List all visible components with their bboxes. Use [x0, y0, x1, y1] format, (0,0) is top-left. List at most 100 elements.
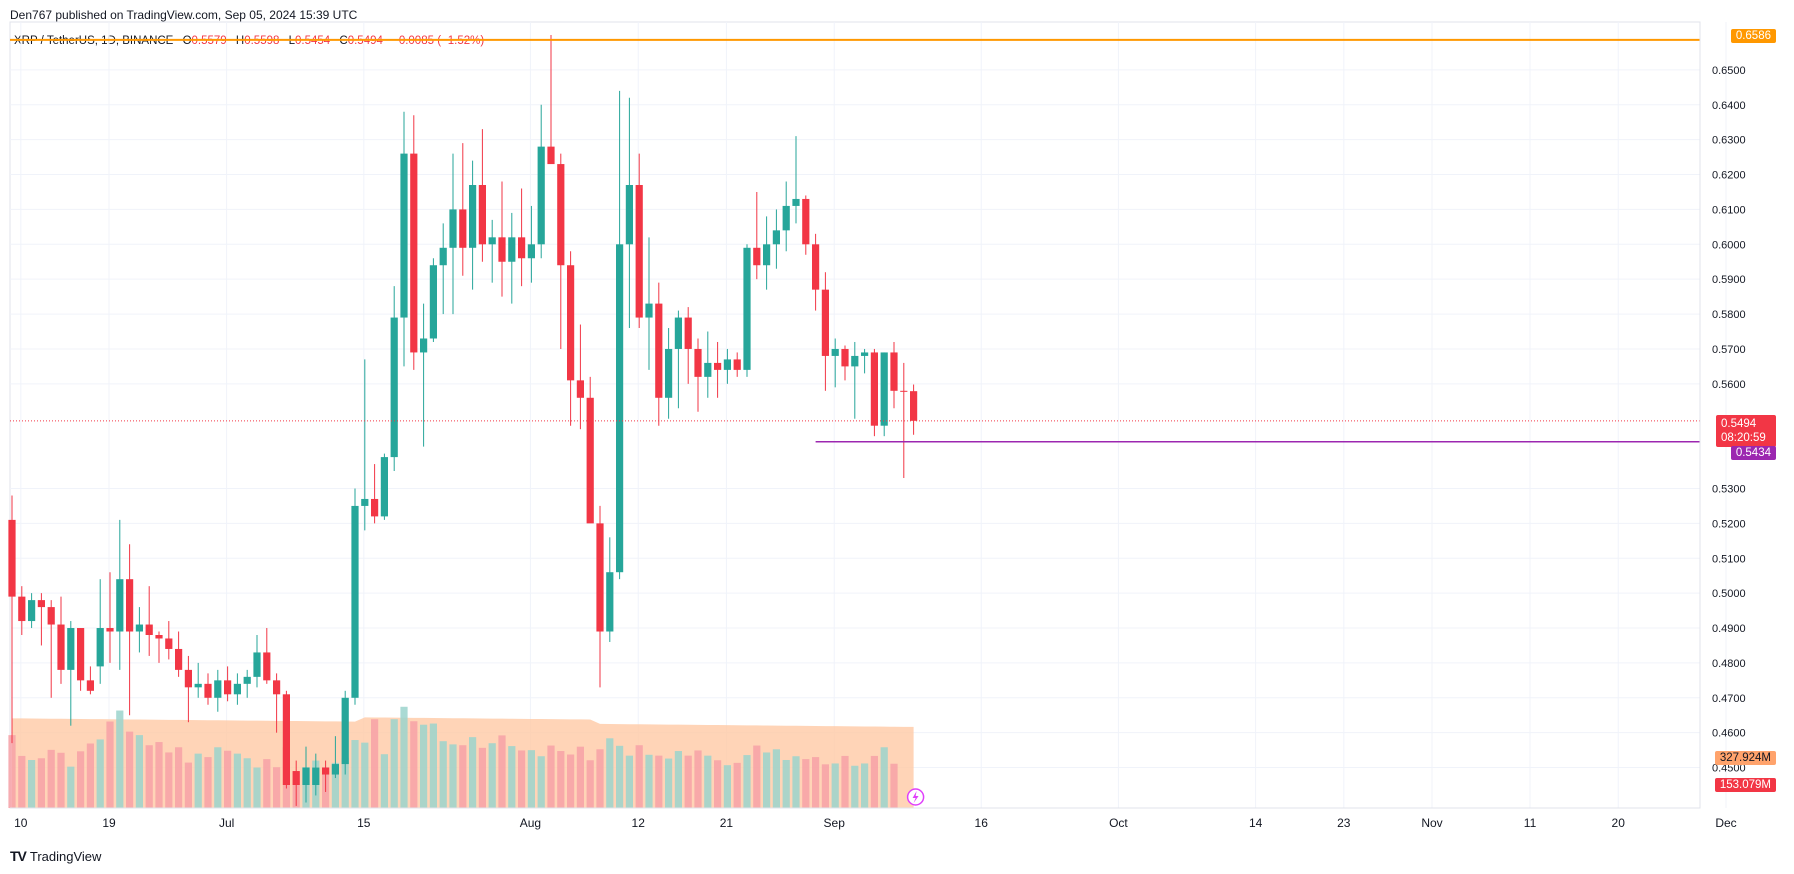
candle-body: [900, 390, 908, 392]
candle-body: [655, 303, 663, 398]
last-price-badge: 0.5494 08:20:59: [1716, 415, 1776, 447]
candle-body: [410, 153, 418, 353]
candle-body: [86, 680, 94, 691]
volume-bar: [704, 755, 712, 808]
candle-body: [341, 697, 349, 765]
tradingview-logo-icon: TV: [10, 848, 27, 864]
candle-body: [831, 348, 839, 356]
volume-bar: [880, 747, 888, 808]
x-tick-label: Jul: [219, 816, 234, 830]
candle-body: [400, 153, 408, 318]
candle-body: [518, 237, 526, 259]
volume-bar: [596, 749, 604, 808]
volume-bar: [527, 750, 535, 808]
y-tick-label: 0.6000: [1712, 239, 1746, 251]
candle-body: [851, 355, 859, 367]
y-tick-label: 0.4900: [1712, 623, 1746, 635]
candle-body: [420, 338, 428, 353]
candle-body: [606, 572, 614, 632]
volume-bar: [224, 750, 232, 808]
candle-body: [792, 198, 800, 206]
candle-body: [282, 694, 290, 785]
candle-body: [782, 205, 790, 231]
volume-bar: [459, 745, 467, 808]
y-tick-label: 0.5800: [1712, 309, 1746, 321]
y-tick-label: 0.6300: [1712, 135, 1746, 147]
volume-bar: [782, 759, 790, 808]
candle-body: [459, 209, 467, 248]
y-tick-label: 0.4600: [1712, 728, 1746, 740]
candle-body: [380, 457, 388, 517]
volume-bar: [616, 745, 624, 808]
volume-bar: [841, 755, 849, 808]
candle-body: [596, 523, 604, 632]
x-tick-label: Aug: [520, 816, 541, 830]
volume-bar: [547, 745, 555, 808]
last-price-value: 0.5494: [1721, 418, 1757, 430]
candle-body: [184, 669, 192, 688]
volume-bar: [273, 767, 281, 808]
legend-low: 0.5454: [295, 35, 331, 47]
volume-bar: [155, 742, 163, 808]
support-price-badge: 0.5434: [1730, 446, 1776, 460]
candle-body: [527, 244, 535, 259]
volume-bar: [743, 755, 751, 808]
candle-body: [253, 652, 261, 677]
volume-bar: [861, 763, 869, 808]
y-tick-label: 0.6200: [1712, 170, 1746, 182]
candle-body: [175, 648, 183, 670]
symbol-legend: XRP / TetherUS, 1D, BINANCE O0.5579 H0.5…: [14, 35, 490, 47]
legend-change: −0.0085 (−1.52%): [392, 35, 485, 47]
volume-bar: [57, 752, 65, 808]
volume-bar: [576, 746, 584, 808]
volume-bar: [380, 754, 388, 808]
candle-body: [126, 579, 134, 632]
candle-body: [361, 498, 369, 506]
y-tick-label: 0.6500: [1712, 65, 1746, 77]
x-tick-label: 15: [357, 816, 371, 830]
candle-body: [763, 244, 771, 266]
candle-body: [547, 146, 555, 165]
candle-body: [302, 767, 310, 785]
legend-high-label: H: [235, 35, 245, 47]
candle-body: [537, 146, 545, 245]
volume-bar: [792, 756, 800, 808]
candle-body: [292, 771, 300, 785]
volume-last-badge: 153.079M: [1714, 778, 1776, 792]
volume-bar: [341, 757, 349, 808]
candle-body: [635, 185, 643, 318]
candle-body: [449, 209, 457, 248]
volume-bar: [361, 742, 369, 808]
volume-bar: [184, 762, 192, 808]
candle-body: [714, 362, 722, 370]
candle-body: [802, 198, 810, 245]
candle-body: [390, 317, 398, 458]
volume-bar: [449, 744, 457, 808]
volume-bar: [86, 743, 94, 808]
volume-bar: [665, 758, 673, 808]
candle-body: [772, 230, 780, 245]
y-tick-label: 0.5000: [1712, 588, 1746, 600]
candle-body: [576, 380, 584, 398]
volume-bar: [253, 767, 261, 808]
volume-bar: [18, 755, 26, 808]
volume-bar: [714, 760, 722, 808]
volume-bar: [733, 762, 741, 808]
candle-body: [67, 628, 75, 670]
y-tick-label: 0.4500: [1712, 763, 1746, 775]
x-tick-label: 14: [1249, 816, 1263, 830]
x-tick-label: 21: [720, 816, 734, 830]
volume-bar: [870, 755, 878, 808]
candle-body: [135, 624, 143, 632]
candle-body: [312, 767, 320, 785]
candle-body: [263, 652, 271, 681]
volume-bar: [763, 752, 771, 808]
candle-body: [57, 624, 65, 670]
candle-body: [106, 628, 114, 632]
y-tick-label: 0.5900: [1712, 274, 1746, 286]
y-tick-label: 0.4800: [1712, 658, 1746, 670]
candle-body: [322, 767, 330, 775]
volume-bar: [537, 756, 545, 808]
grid-lines: [9, 21, 1727, 809]
